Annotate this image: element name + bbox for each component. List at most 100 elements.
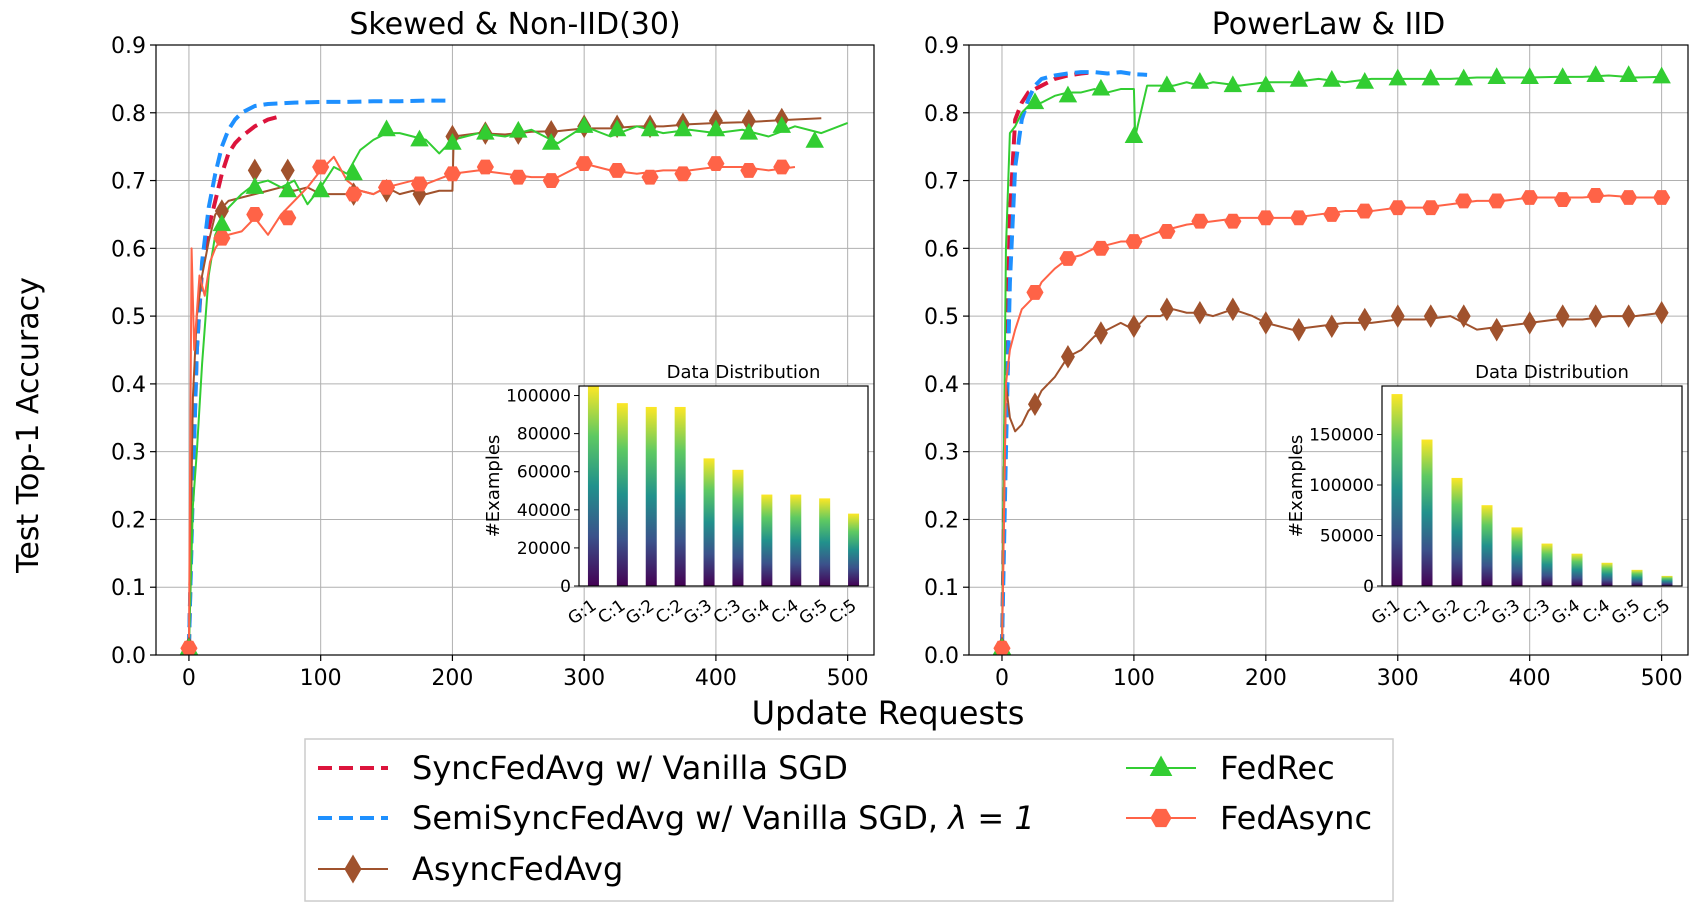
x-tick-label: 300 (563, 666, 605, 691)
marker-fedasync (476, 159, 494, 175)
inset-title: Data Distribution (1475, 362, 1629, 383)
inset-y-tick-label: 50000 (1320, 526, 1374, 546)
y-tick-label: 0.0 (924, 644, 959, 669)
x-tick-label: 0 (995, 666, 1009, 691)
y-tick-label: 0.3 (924, 441, 959, 466)
y-tick-label: 0.7 (111, 170, 146, 195)
series-line-semisync (186, 98, 453, 649)
y-tick-label: 0.4 (924, 373, 959, 398)
marker-fedrec (1058, 85, 1078, 103)
marker-fedrec (245, 177, 265, 194)
x-tick-label: 300 (1377, 666, 1419, 691)
marker-fedasync (641, 169, 659, 185)
marker-fedrec (1553, 67, 1572, 85)
marker-fedrec (706, 119, 726, 137)
x-tick-label: 200 (431, 666, 473, 691)
marker-fedasync (674, 166, 692, 182)
y-tick-label: 0.5 (111, 305, 146, 330)
marker-async (1588, 304, 1603, 328)
chart-title: PowerLaw & IID (1212, 7, 1446, 42)
marker-async (1489, 317, 1504, 342)
marker-fedrec (1025, 92, 1045, 110)
inset-bar (819, 498, 831, 586)
inset-bar (790, 494, 802, 586)
marker-fedrec (410, 129, 429, 147)
marker-async (1159, 297, 1174, 322)
marker-fedrec (805, 131, 824, 148)
y-tick-label: 0.6 (111, 237, 146, 262)
plot-area (992, 65, 1671, 655)
marker-fedrec (1289, 70, 1309, 87)
inset-y-label: #Examples (1286, 435, 1307, 538)
marker-fedrec (1091, 78, 1111, 96)
marker-fedrec (1322, 70, 1342, 87)
marker-async (1456, 304, 1471, 328)
marker-fedrec (1619, 65, 1638, 82)
marker-fedasync (312, 159, 330, 175)
marker-fedasync (345, 186, 363, 202)
chart-skewed-non-iid: 0.0 0.1 0.2 0.3 0.4 0.5 0.6 0.7 0.8 0.9 0 100 200 300… (111, 7, 875, 691)
y-tick-label: 0.9 (924, 34, 959, 59)
marker-fedasync (1158, 223, 1176, 239)
series-line-fedasync (187, 155, 796, 649)
y-tick-label: 0.8 (924, 102, 959, 127)
marker-async (1423, 304, 1438, 328)
legend-label-sync: SyncFedAvg w/ Vanilla SGD (412, 749, 848, 787)
marker-fedrec (1157, 75, 1177, 93)
marker-async (1291, 317, 1306, 342)
inset-frame (1381, 385, 1683, 587)
marker-fedasync (246, 207, 264, 222)
legend-label-text: AsyncFedAvg (412, 850, 623, 888)
inset-bar (1391, 394, 1403, 586)
marker-fedasync (773, 159, 791, 175)
marker-fedasync (608, 162, 626, 178)
inset-y-tick-label: 0 (1363, 577, 1374, 597)
marker-fedrec (212, 214, 232, 232)
marker-fedrec (1421, 68, 1440, 86)
series-line-sync (999, 70, 1095, 649)
x-tick-label: 500 (1641, 666, 1683, 691)
x-tick-label: 0 (182, 666, 196, 691)
marker-fedrec (311, 180, 330, 198)
inset-bar (732, 469, 744, 586)
marker-fedasync (1224, 213, 1242, 229)
marker-fedasync (1092, 240, 1110, 256)
legend-label-text: FedRec (1220, 749, 1335, 787)
y-tick-label: 0.3 (111, 441, 146, 466)
marker-fedrec (1256, 75, 1276, 93)
x-tick-label: 100 (300, 666, 342, 691)
marker-fedasync (1488, 193, 1506, 209)
legend-label-async: AsyncFedAvg (412, 850, 623, 888)
marker-fedrec (772, 116, 792, 133)
inset-bar (1661, 575, 1673, 586)
marker-fedasync (1422, 200, 1440, 216)
marker-fedasync (509, 169, 527, 185)
plot-area (179, 98, 849, 655)
legend-marker-async (344, 854, 362, 884)
marker-async (1225, 297, 1240, 322)
marker-fedasync (1257, 210, 1275, 226)
marker-fedrec (1124, 126, 1144, 143)
inset-bar (674, 406, 686, 586)
marker-fedasync (575, 156, 593, 172)
inset-bar (1511, 527, 1523, 586)
marker-fedasync (1125, 234, 1143, 249)
marker-async (1258, 311, 1273, 335)
marker-fedasync (1191, 213, 1209, 229)
marker-fedrec (344, 163, 363, 181)
marker-fedasync (377, 179, 396, 195)
chart-powerlaw-iid: 0.0 0.1 0.2 0.3 0.4 0.5 0.6 0.7 0.8 0.9 0 100 200 300… (924, 7, 1689, 691)
shared-x-label: Update Requests (752, 694, 1025, 732)
marker-async (1357, 307, 1372, 332)
x-tick-label: 500 (827, 666, 869, 691)
inset-y-tick-label: 100000 (506, 387, 571, 407)
marker-async (1126, 314, 1141, 339)
marker-async (1027, 392, 1042, 417)
marker-fedrec (278, 180, 297, 198)
inset-y-tick-label: 60000 (517, 463, 571, 483)
marker-fedasync (443, 166, 461, 182)
plot-frame (155, 44, 875, 656)
legend: SyncFedAvg w/ Vanilla SGD SemiSyncFedAvg … (304, 738, 1394, 902)
marker-async (1093, 321, 1108, 345)
